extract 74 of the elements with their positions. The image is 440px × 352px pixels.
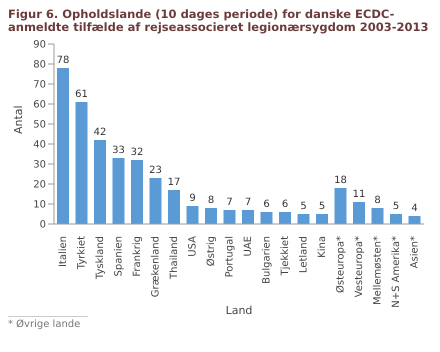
data-label: 32 (130, 147, 144, 158)
x-tick-label: Kina (316, 236, 328, 258)
bar (279, 212, 291, 224)
data-label: 6 (263, 199, 270, 210)
bar (224, 210, 236, 224)
data-label: 5 (392, 201, 400, 212)
x-tick-label: Italien (58, 236, 69, 268)
bar (353, 202, 365, 224)
y-tick-label: 40 (33, 140, 46, 151)
bar (150, 178, 162, 224)
bar (408, 216, 420, 224)
data-label: 7 (244, 197, 252, 208)
y-tick-label: 50 (33, 120, 46, 131)
data-label: 4 (411, 203, 418, 214)
data-label: 42 (94, 127, 106, 138)
x-tick-label: Spanien (113, 236, 124, 276)
data-label: 23 (149, 165, 162, 176)
bar (390, 214, 402, 224)
text: * Øvrige lande (8, 316, 88, 330)
y-tick-label: 20 (33, 180, 46, 191)
bar (298, 214, 310, 224)
data-label: 61 (75, 89, 88, 100)
bar (186, 206, 198, 224)
y-tick-label: 90 (33, 40, 46, 51)
data-label: 11 (352, 189, 366, 200)
x-tick-label: Østrig (206, 236, 217, 266)
bar (372, 208, 384, 224)
bar (57, 68, 69, 224)
x-tick-label: Tyrkiet (76, 236, 88, 270)
data-label: 33 (112, 145, 125, 156)
data-label: 5 (300, 201, 307, 212)
data-label: 17 (168, 177, 180, 188)
bar (260, 212, 272, 224)
bar (316, 214, 328, 224)
bar (242, 210, 254, 224)
bar (334, 188, 346, 224)
bar (168, 190, 180, 224)
x-axis-title: Land (226, 304, 252, 317)
y-axis-title: Antal (12, 105, 25, 134)
x-tick-label: N+S Amerika* (390, 236, 402, 308)
bar (76, 102, 88, 224)
x-tick-label: Asien* (409, 236, 420, 268)
data-label: 5 (318, 201, 326, 212)
x-tick-label: Østeuropa* (335, 236, 346, 293)
data-label: 9 (189, 193, 196, 204)
y-tick-label: 30 (33, 160, 46, 171)
x-tick-label: Frankrig (132, 236, 143, 277)
x-tick-label: Grækenland (150, 236, 162, 298)
chart-title: Figur 6. Opholdslande (10 dages periode) for danske ECDC-anmeldte tilfælde af rejseassocieret legionærsygdom 2003-2013 (8, 7, 430, 34)
y-tick-label: 10 (33, 200, 46, 211)
x-tick-label: USA (187, 236, 198, 257)
data-label: 6 (282, 199, 288, 210)
x-tick-label: Portugal (224, 236, 236, 278)
x-tick-label: Thailand (168, 236, 180, 280)
y-tick-label: 70 (33, 80, 46, 91)
x-tick-label: Tyskland (94, 236, 106, 280)
data-label: 78 (56, 55, 70, 66)
bar (205, 208, 217, 224)
x-tick-label: Bulgarien (261, 236, 272, 284)
x-tick-label: Tjekkiet (280, 236, 291, 276)
y-tick-label: 60 (33, 100, 46, 111)
data-label: 8 (374, 195, 381, 206)
y-tick-label: 80 (33, 60, 46, 71)
bar (131, 160, 143, 224)
x-tick-label: Vesteuropa* (354, 236, 365, 298)
data-label: 18 (334, 175, 347, 186)
x-tick-label: Letland (298, 236, 310, 274)
x-tick-label: UAE (242, 236, 254, 256)
data-label: 7 (226, 197, 233, 208)
x-tick-label: Mellemøsten* (372, 236, 384, 305)
bar (112, 158, 124, 224)
y-tick-label: 0 (40, 220, 46, 231)
bar (94, 140, 106, 224)
data-label: 8 (208, 195, 214, 206)
